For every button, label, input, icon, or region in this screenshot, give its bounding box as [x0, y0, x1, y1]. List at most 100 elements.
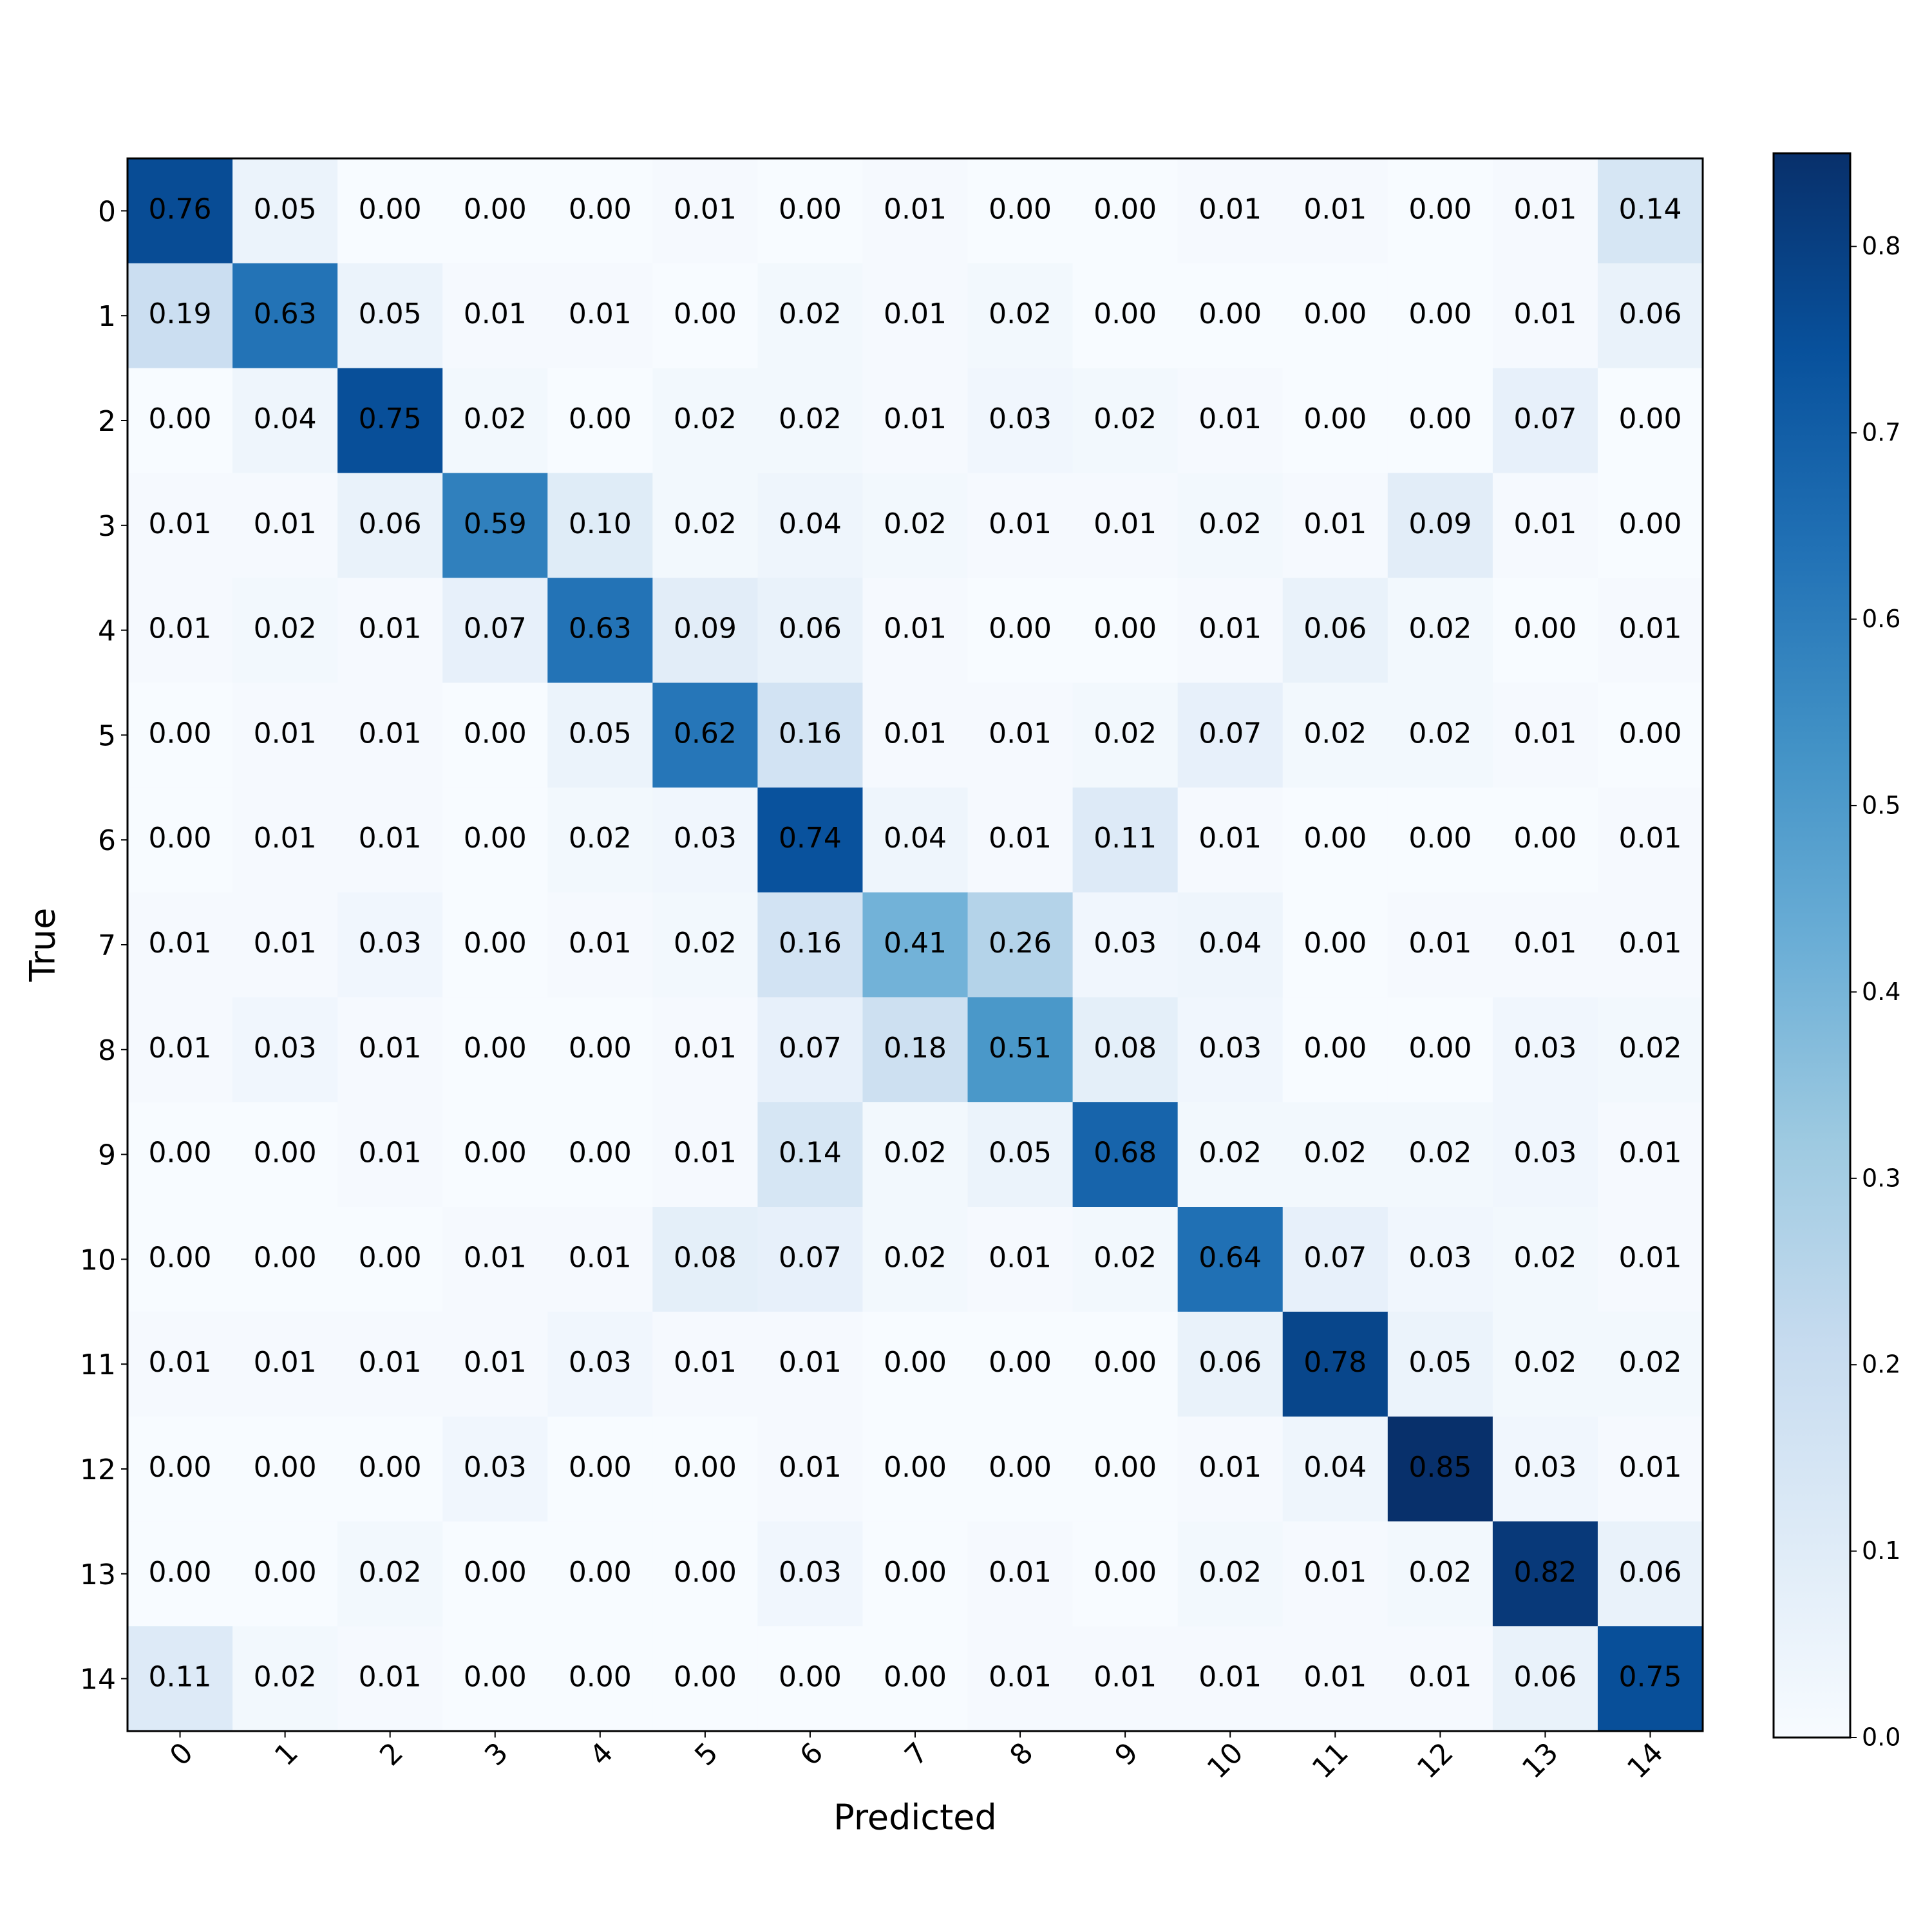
cell-label: 0.01 — [149, 1032, 212, 1065]
heatmap-cell — [1387, 1626, 1493, 1732]
cell-label: 0.00 — [254, 1451, 317, 1484]
heatmap-cell — [1177, 1207, 1283, 1312]
cell-label: 0.01 — [464, 1241, 527, 1274]
heatmap-cell — [1597, 683, 1703, 788]
cell-label: 0.00 — [149, 822, 212, 855]
heatmap-cell — [1387, 1416, 1493, 1522]
heatmap-cell — [967, 1626, 1074, 1732]
cell-label: 0.00 — [149, 1137, 212, 1170]
cell-label: 0.00 — [989, 1346, 1052, 1379]
heatmap-cell — [442, 1102, 548, 1208]
heatmap-cell — [967, 578, 1074, 683]
heatmap-cell — [1177, 1626, 1283, 1732]
heatmap-cell — [1492, 473, 1598, 578]
cell-label: 0.02 — [1094, 402, 1157, 435]
heatmap-cell — [1072, 787, 1179, 893]
heatmap-cell — [128, 368, 233, 473]
cell-label: 0.01 — [989, 822, 1052, 855]
cell-label: 0.00 — [779, 193, 842, 225]
cell-label: 0.01 — [1303, 507, 1367, 540]
cell-label: 0.02 — [254, 612, 317, 645]
cell-label: 0.03 — [1198, 1032, 1262, 1065]
cell-label: 0.00 — [569, 402, 632, 435]
cell-label: 0.09 — [1408, 507, 1472, 540]
cell-label: 0.01 — [149, 1346, 212, 1379]
heatmap-cell — [128, 892, 233, 998]
heatmap-cell — [967, 1521, 1074, 1627]
y-tick-label: 4 — [98, 615, 116, 648]
heatmap-cell — [1072, 997, 1179, 1103]
cell-label: 0.00 — [569, 1137, 632, 1170]
heatmap-cell — [1597, 578, 1703, 683]
cell-label: 0.00 — [464, 193, 527, 225]
heatmap-cell — [1177, 473, 1283, 578]
heatmap-cell — [652, 1102, 758, 1208]
heatmap-cell — [1072, 1521, 1179, 1627]
cell-label: 0.85 — [1408, 1451, 1472, 1484]
heatmap-cell — [967, 787, 1074, 893]
cell-label: 0.00 — [464, 822, 527, 855]
heatmap-cell — [232, 263, 338, 369]
cell-label: 0.01 — [989, 1556, 1052, 1589]
cell-label: 0.01 — [1094, 507, 1157, 540]
y-tick-label: 13 — [80, 1558, 116, 1591]
cell-label: 0.74 — [779, 822, 842, 855]
heatmap-cell — [1492, 1311, 1598, 1417]
cell-label: 0.02 — [1303, 717, 1367, 750]
heatmap-cell — [442, 578, 548, 683]
cell-label: 0.01 — [1618, 612, 1681, 645]
cell-label: 0.01 — [359, 1137, 422, 1170]
cell-label: 0.00 — [569, 1451, 632, 1484]
heatmap-cell — [547, 1416, 653, 1522]
cell-label: 0.01 — [464, 1346, 527, 1379]
cell-label: 0.01 — [989, 1661, 1052, 1694]
cell-label: 0.07 — [779, 1241, 842, 1274]
cell-label: 0.62 — [674, 717, 737, 750]
heatmap-cell — [547, 263, 653, 369]
x-tick-label: 7 — [898, 1736, 934, 1772]
cell-label: 0.01 — [989, 507, 1052, 540]
cell-label: 0.01 — [359, 1661, 422, 1694]
cell-label: 0.00 — [1303, 402, 1367, 435]
heatmap-cell — [1282, 158, 1388, 264]
y-tick-label: 10 — [80, 1244, 116, 1276]
cell-label: 0.01 — [569, 298, 632, 330]
cell-label: 0.00 — [1408, 193, 1472, 225]
cell-label: 0.14 — [1618, 193, 1681, 225]
cell-label: 0.01 — [1198, 1661, 1262, 1694]
cell-label: 0.10 — [569, 507, 632, 540]
heatmap-cell — [652, 368, 758, 473]
cell-label: 0.02 — [674, 402, 737, 435]
heatmap-cell — [1387, 1207, 1493, 1312]
colorbar-tick-label: 0.4 — [1862, 978, 1900, 1006]
heatmap-cell — [547, 997, 653, 1103]
heatmap-cell — [1177, 158, 1283, 264]
heatmap-cell — [862, 578, 969, 683]
heatmap-cell — [652, 263, 758, 369]
cell-label: 0.41 — [884, 927, 947, 960]
heatmap-cell — [232, 787, 338, 893]
heatmap-cell — [442, 1521, 548, 1627]
heatmap-cell — [232, 368, 338, 473]
heatmap-cell — [1597, 1102, 1703, 1208]
cell-label: 0.03 — [1094, 927, 1157, 960]
cell-label: 0.00 — [989, 612, 1052, 645]
cell-label: 0.06 — [359, 507, 422, 540]
heatmap-cell — [1072, 578, 1179, 683]
heatmap-cell — [128, 1102, 233, 1208]
cell-label: 0.01 — [779, 1451, 842, 1484]
cell-label: 0.00 — [1408, 1032, 1472, 1065]
cell-label: 0.00 — [569, 1032, 632, 1065]
cell-label: 0.02 — [1513, 1241, 1577, 1274]
heatmap-cell — [1492, 158, 1598, 264]
cell-label: 0.06 — [1198, 1346, 1262, 1379]
cell-label: 0.08 — [1094, 1032, 1157, 1065]
heatmap-cell — [337, 578, 443, 683]
heatmap-cell — [862, 1416, 969, 1522]
cell-label: 0.02 — [779, 402, 842, 435]
cell-label: 0.02 — [1513, 1346, 1577, 1379]
heatmap-cell — [1492, 683, 1598, 788]
cell-label: 0.00 — [674, 1451, 737, 1484]
heatmap-cell — [337, 1102, 443, 1208]
